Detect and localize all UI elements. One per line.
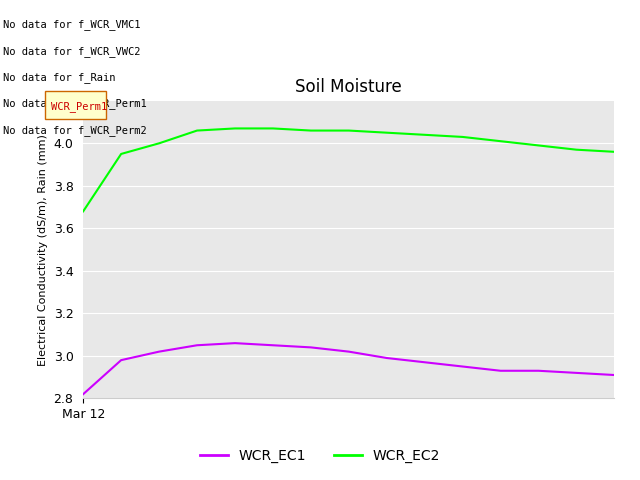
Legend: WCR_EC1, WCR_EC2: WCR_EC1, WCR_EC2: [194, 443, 446, 468]
Text: No data for f_WCR_Perm1: No data for f_WCR_Perm1: [3, 98, 147, 109]
Text: No data for f_Rain: No data for f_Rain: [3, 72, 116, 83]
Text: No data for f_WCR_Perm2: No data for f_WCR_Perm2: [3, 125, 147, 136]
Title: Soil Moisture: Soil Moisture: [296, 78, 402, 96]
Y-axis label: Electrical Conductivity (dS/m), Rain (mm): Electrical Conductivity (dS/m), Rain (mm…: [38, 133, 48, 366]
Text: No data for f_WCR_VMC1: No data for f_WCR_VMC1: [3, 19, 141, 30]
Text: WCR_Perm1: WCR_Perm1: [51, 101, 107, 112]
Text: No data for f_WCR_VWC2: No data for f_WCR_VWC2: [3, 46, 141, 57]
